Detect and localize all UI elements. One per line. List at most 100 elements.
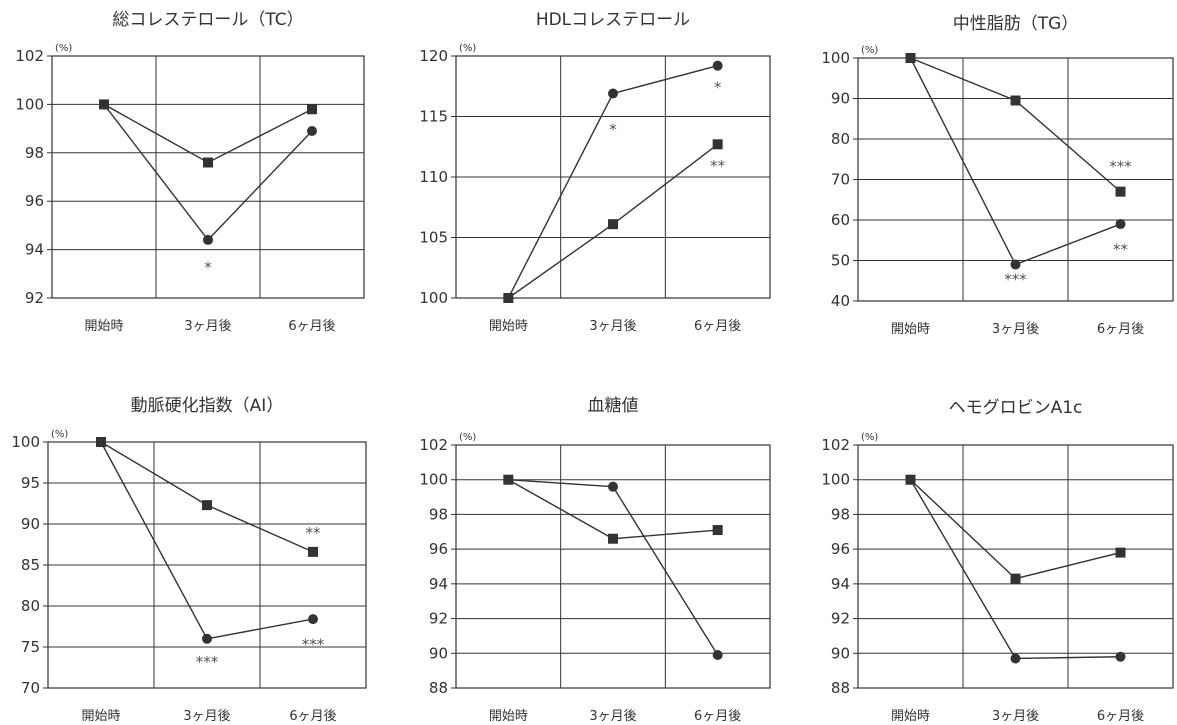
chart-panel: HDLコレステロール (%) 100 105 110 115 120 開始時 3ヶ月後 6ヶ月後 *… [419,10,771,334]
y-tick-label: 88 [429,679,448,697]
x-category-label: 6ヶ月後 [1097,322,1144,337]
circle-marker [608,481,618,492]
y-tick-label: 105 [419,229,448,247]
circle-marker [503,293,514,303]
series-line-circle [909,57,1121,266]
x-category-label: 6ヶ月後 [288,319,335,334]
plot-frame [455,444,771,689]
x-category-label: 6ヶ月後 [694,319,741,334]
significance-label: ** [306,524,322,542]
significance-label: * [714,78,722,96]
y-tick-label: 92 [25,289,44,307]
y-tick-label: 94 [831,575,850,593]
series-line-circle [507,65,718,299]
plot-frame [857,444,1174,689]
square-marker [1010,95,1021,106]
circle-marker [712,650,723,661]
x-category-label: 開始時 [81,709,120,724]
x-category-label: 3ヶ月後 [183,709,230,724]
y-tick-label: 92 [429,610,448,628]
plot-frame [455,55,771,299]
square-marker [608,533,618,544]
significance-label: *** [302,636,325,654]
circle-marker [1115,651,1126,662]
chart-title: HDLコレステロール [536,10,690,30]
significance-label: *** [1109,157,1132,175]
circle-marker [307,126,317,137]
y-tick-label: 80 [831,130,850,148]
y-tick-label: 95 [21,474,40,492]
y-tick-label: 94 [429,575,448,593]
square-marker [203,157,213,168]
x-category-label: 3ヶ月後 [589,709,636,724]
chart-panel: ヘモグロビンA1c (%) 88 90 92 94 96 98 100 102 開始時 3ヶ月後 6ヶ月… [821,398,1174,724]
x-category-label: 6ヶ月後 [289,709,336,724]
y-tick-label: 90 [831,90,850,108]
y-tick-label: 120 [419,47,448,65]
y-tick-label: 90 [831,644,850,662]
square-marker [1115,186,1126,197]
y-tick-label: 102 [821,436,850,454]
x-category-label: 6ヶ月後 [694,709,741,724]
charts-root: 総コレステロール（TC） (%) 92 94 96 98 100 102 開始時 3ヶ月後 6ヶ月後… [11,10,1174,724]
y-tick-label: 70 [831,171,850,189]
circle-marker [1010,653,1021,664]
x-category-label: 6ヶ月後 [1097,709,1144,724]
square-marker [202,500,212,511]
x-category-label: 開始時 [489,319,528,334]
y-tick-label: 90 [21,515,40,533]
y-unit-label: (%) [861,432,878,443]
y-tick-label: 50 [831,252,850,270]
significance-label: *** [196,653,219,671]
significance-label: ** [710,157,726,175]
series-line-square [100,441,314,553]
circle-marker [1115,219,1126,230]
series-line-circle [100,441,314,640]
square-marker [608,219,618,230]
x-category-label: 3ヶ月後 [184,319,231,334]
y-tick-label: 70 [21,679,40,697]
circle-marker [308,614,318,625]
chart-panel: 血糖値 (%) 88 90 92 94 96 98 100 102 開始時 3ヶ月後 6ヶ月後 [419,396,771,724]
chart-title: 総コレステロール（TC） [112,10,303,30]
circle-marker [96,437,106,447]
square-marker [712,525,723,536]
plot-frame [51,55,365,299]
circle-marker [202,633,212,644]
circle-marker [712,60,723,71]
y-tick-label: 94 [25,241,44,259]
y-unit-label: (%) [55,43,72,54]
y-tick-label: 100 [419,289,448,307]
x-category-label: 3ヶ月後 [589,319,636,334]
circle-marker [99,99,109,110]
y-unit-label: (%) [51,429,68,440]
circle-marker [503,474,514,485]
y-tick-label: 110 [419,168,448,186]
circle-marker [905,53,916,63]
chart-title: ヘモグロビンA1c [949,398,1083,418]
plot-frame [857,57,1174,302]
y-tick-label: 96 [831,540,850,558]
chart-title: 血糖値 [588,396,639,416]
y-tick-label: 115 [419,108,448,126]
significance-label: * [204,259,212,277]
square-marker [1010,573,1021,584]
circle-marker [1010,259,1021,270]
x-category-label: 開始時 [489,709,528,724]
y-tick-label: 40 [831,292,850,310]
y-tick-label: 60 [831,211,850,229]
circle-marker [608,88,618,99]
y-tick-label: 100 [419,471,448,489]
chart-title: 中性脂肪（TG） [953,14,1079,34]
y-tick-label: 88 [831,679,850,697]
circle-marker [203,234,213,245]
significance-label: *** [1004,271,1027,289]
square-marker [307,104,317,115]
series-line-square [910,57,1121,193]
y-tick-label: 92 [831,610,850,628]
y-unit-label: (%) [861,45,878,56]
y-tick-label: 90 [429,644,448,662]
x-category-label: 開始時 [891,709,930,724]
series-line-square [910,479,1121,580]
